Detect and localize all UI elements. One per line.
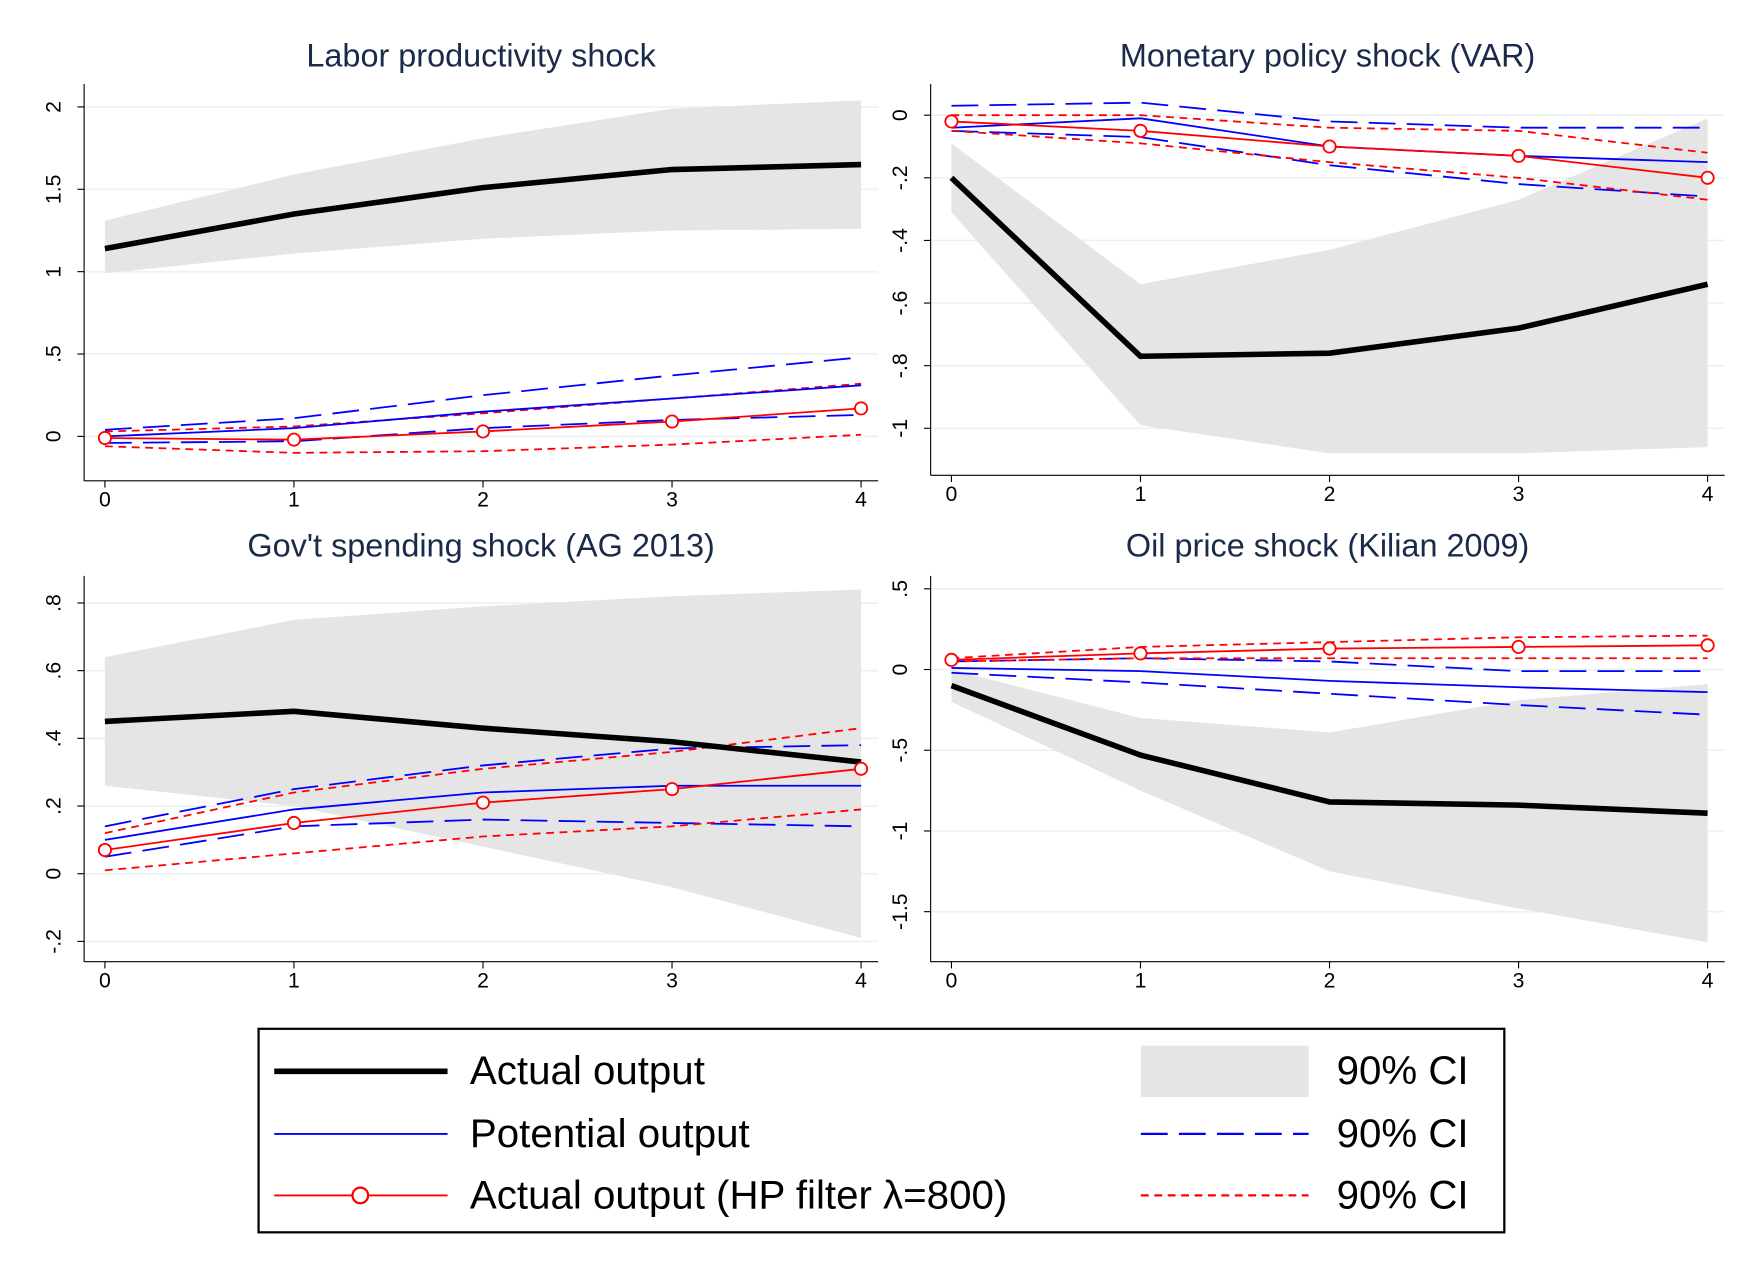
- y-tick-label: -.5: [888, 738, 912, 763]
- x-tick-label: 2: [477, 968, 489, 992]
- y-tick-label: -1.5: [888, 893, 912, 930]
- marker: [944, 114, 959, 129]
- marker: [1322, 641, 1337, 656]
- y-tick-label: 0: [888, 109, 912, 121]
- ci-line: [951, 657, 1708, 663]
- x-tick-label: 0: [946, 968, 958, 992]
- series-line: [950, 683, 1708, 816]
- marker: [944, 652, 959, 667]
- y-tick-label: .2: [42, 797, 66, 815]
- x-tick-label: 0: [99, 968, 111, 992]
- marker: [475, 424, 491, 439]
- panel-title: Oil price shock (Kilian 2009): [1126, 528, 1529, 564]
- x-tick-label: 1: [1135, 482, 1147, 506]
- y-tick-label: 0: [42, 868, 66, 880]
- y-tick-label: .5: [42, 345, 66, 363]
- y-tick-label: -.8: [888, 353, 912, 378]
- legend-label: Potential output: [470, 1111, 750, 1156]
- y-tick-label: .8: [42, 594, 66, 612]
- x-tick-label: 4: [855, 968, 867, 992]
- x-tick-label: 3: [666, 968, 678, 992]
- x-tick-label: 4: [855, 488, 867, 512]
- ci-line: [951, 671, 1708, 716]
- y-tick-label: -1: [888, 419, 912, 438]
- series-line: [951, 667, 1708, 694]
- series-line: [104, 161, 862, 252]
- ci-line: [104, 808, 862, 872]
- ci-line: [104, 414, 862, 444]
- y-tick-label: -.4: [888, 228, 912, 253]
- x-tick-label: 0: [946, 482, 958, 506]
- ci-line: [104, 727, 862, 834]
- x-tick-label: 4: [1702, 968, 1714, 992]
- y-tick-label: -1: [888, 822, 912, 841]
- marker: [1133, 123, 1148, 138]
- ci-line: [104, 744, 862, 828]
- marker: [286, 432, 302, 447]
- legend-swatch: [1140, 1045, 1309, 1098]
- series-line: [104, 384, 862, 438]
- ci-line: [951, 129, 1708, 201]
- x-tick-label: 0: [99, 488, 111, 512]
- y-tick-label: .4: [42, 729, 66, 747]
- ci-band: [104, 589, 862, 939]
- marker: [1511, 639, 1526, 654]
- series-line: [949, 175, 1709, 360]
- ci-band: [951, 118, 1708, 454]
- marker: [286, 815, 302, 831]
- x-tick-label: 4: [1702, 482, 1714, 506]
- legend-label: Actual output: [470, 1048, 705, 1093]
- series-line: [104, 708, 862, 765]
- x-tick-label: 3: [1513, 482, 1525, 506]
- marker: [664, 414, 680, 429]
- ci-line: [104, 433, 862, 454]
- marker: [854, 401, 869, 416]
- y-tick-label: -.2: [42, 929, 66, 954]
- y-tick-label: 1: [42, 266, 66, 278]
- x-tick-label: 1: [288, 488, 300, 512]
- y-tick-label: .5: [888, 580, 912, 598]
- panel-title: Gov't spending shock (AG 2013): [247, 528, 714, 564]
- y-tick-label: 0: [888, 664, 912, 676]
- marker: [1700, 170, 1715, 185]
- x-tick-label: 2: [477, 488, 489, 512]
- legend-marker: [351, 1186, 370, 1205]
- x-tick-label: 2: [1324, 482, 1336, 506]
- ci-line: [104, 356, 862, 431]
- panel-title: Monetary policy shock (VAR): [1120, 38, 1535, 74]
- marker: [1322, 139, 1337, 154]
- x-tick-label: 2: [1324, 968, 1336, 992]
- ci-band: [951, 669, 1708, 943]
- series-line: [104, 784, 862, 841]
- y-tick-label: -.6: [888, 291, 912, 316]
- marker: [97, 430, 112, 446]
- legend-label: Actual output (HP filter λ=800): [470, 1172, 1007, 1217]
- marker: [854, 761, 869, 776]
- y-tick-label: 0: [42, 430, 66, 442]
- ci-line: [104, 818, 862, 858]
- marker: [1511, 148, 1526, 163]
- y-tick-label: .6: [42, 662, 66, 680]
- marker: [97, 842, 112, 858]
- marker: [664, 782, 680, 797]
- ci-line: [951, 114, 1708, 154]
- x-tick-label: 1: [1135, 968, 1147, 992]
- legend-label: 90% CI: [1337, 1048, 1469, 1093]
- legend-label: 90% CI: [1337, 1172, 1469, 1217]
- y-tick-label: -.2: [888, 165, 912, 190]
- panel-title: Labor productivity shock: [306, 38, 656, 74]
- marker: [1133, 646, 1148, 661]
- ci-line: [951, 101, 1708, 129]
- y-tick-label: 1.5: [42, 175, 66, 205]
- marker: [475, 795, 491, 810]
- y-tick-label: 2: [42, 101, 66, 113]
- ci-line: [951, 129, 1708, 198]
- x-tick-label: 3: [1513, 968, 1525, 992]
- x-tick-label: 1: [288, 968, 300, 992]
- marker: [1700, 638, 1715, 653]
- legend-label: 90% CI: [1337, 1111, 1469, 1156]
- x-tick-label: 3: [666, 488, 678, 512]
